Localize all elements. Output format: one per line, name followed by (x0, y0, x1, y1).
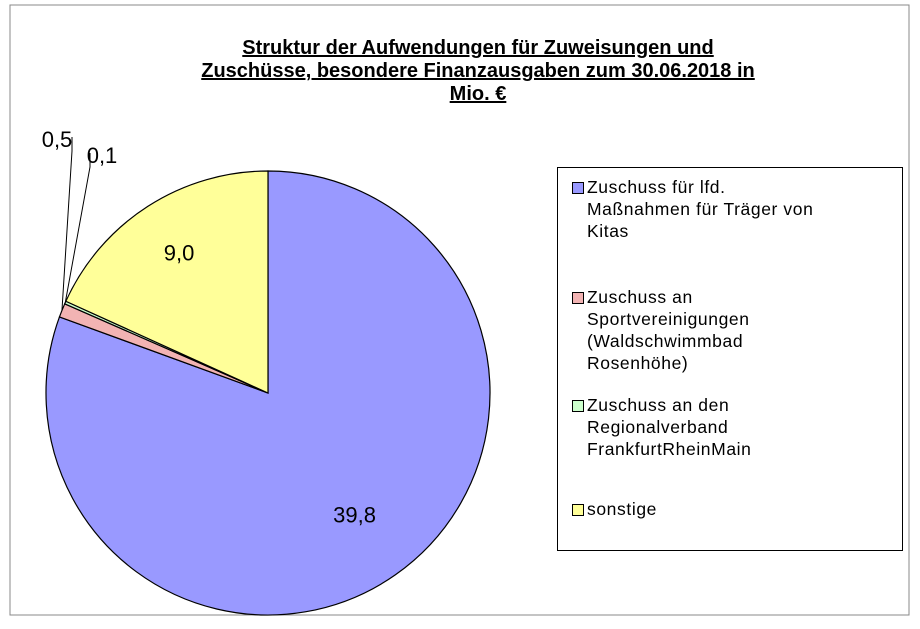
legend-item: sonstige (572, 498, 892, 520)
legend: Zuschuss für lfd. Maßnahmen für Träger v… (557, 167, 903, 551)
chart-title: Struktur der Aufwendungen für Zuweisunge… (242, 37, 713, 59)
legend-label: Zuschuss an Sportvereinigungen (Waldschw… (587, 287, 750, 373)
legend-label: Zuschuss an den Regionalverband Frankfur… (587, 395, 752, 459)
pie-slice (65, 170, 269, 394)
legend-swatch (572, 182, 584, 194)
legend-swatch (572, 292, 584, 304)
legend-swatch (572, 400, 584, 412)
data-label: 0,5 (42, 127, 73, 152)
legend-swatch (572, 504, 584, 516)
data-label: 9,0 (164, 241, 195, 266)
legend-item: Zuschuss an den Regionalverband Frankfur… (572, 394, 892, 460)
leader-line (64, 153, 91, 303)
data-label: 0,1 (87, 143, 118, 168)
legend-label: sonstige (587, 499, 657, 519)
legend-item: Zuschuss an Sportvereinigungen (Waldschw… (572, 286, 892, 374)
chart-title: Zuschüsse, besondere Finanzausgaben zum … (201, 60, 755, 82)
leader-line (61, 137, 73, 311)
chart-title: Mio. € (450, 83, 507, 105)
pie (45, 170, 491, 616)
legend-label: Zuschuss für lfd. Maßnahmen für Träger v… (587, 177, 814, 241)
data-label: 39,8 (333, 503, 376, 528)
legend-item: Zuschuss für lfd. Maßnahmen für Träger v… (572, 176, 892, 242)
